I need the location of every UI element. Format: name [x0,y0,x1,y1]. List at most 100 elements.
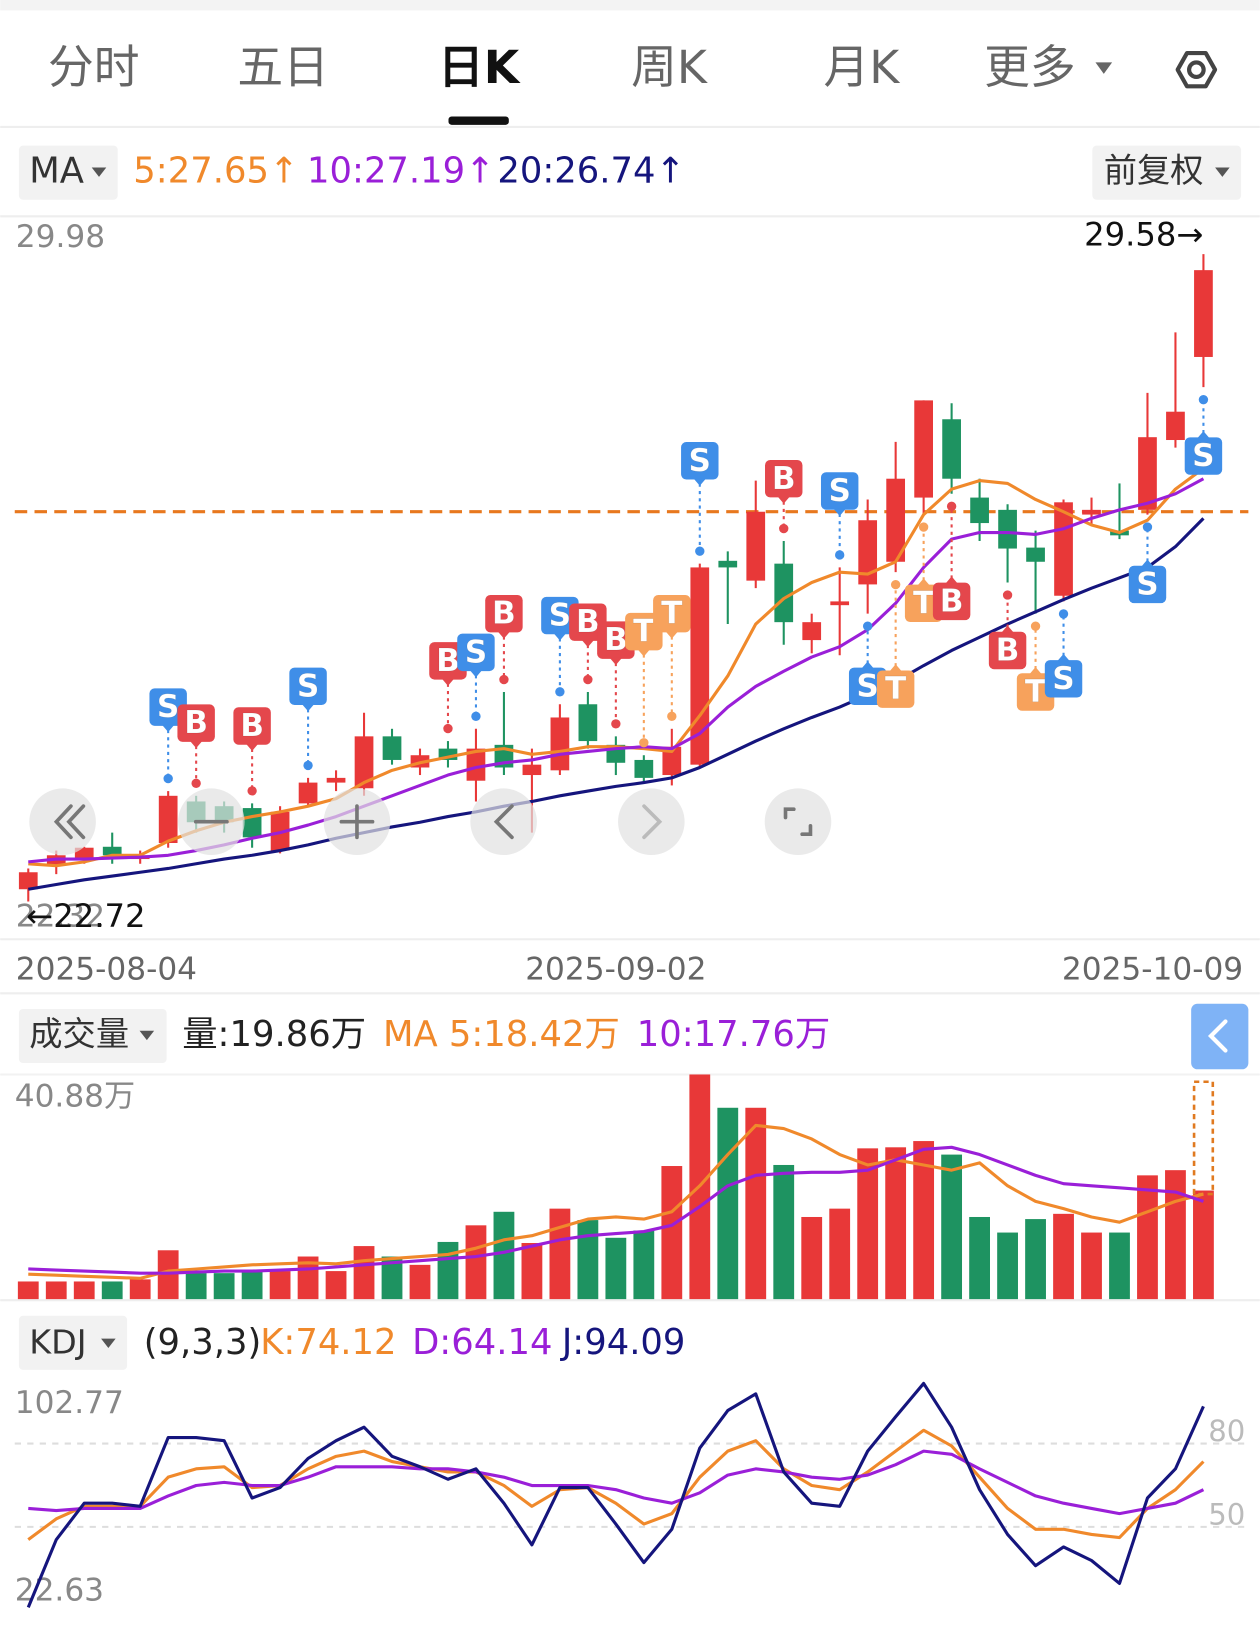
signal-marker: S [289,667,327,712]
y-tick-label: 50 [1208,1497,1245,1531]
tab[interactable]: 更多 [984,41,1076,94]
signal-marker: T [904,578,943,623]
tab-underline [448,116,509,125]
signal-label: S [465,634,487,670]
volume-bar [269,1271,291,1301]
settings-button[interactable] [1175,50,1218,89]
indicator-box [18,145,118,200]
indicator-label: KDJ [29,1322,86,1361]
legend-entry: J:94.09 [560,1322,686,1363]
candle-body [662,746,682,776]
volume-bar [1081,1232,1102,1301]
signal-badge [681,442,719,480]
signal-label: S [856,668,878,704]
candle-body [858,520,878,585]
tab[interactable]: 五日 [237,41,329,94]
signal-label: B [492,596,516,632]
candle-body [1026,547,1045,562]
signal-marker: B [177,704,215,749]
volume-bar [633,1230,655,1301]
tab[interactable]: 月K [824,41,901,94]
signal-pointer [161,724,175,733]
candle-body [830,601,850,606]
signal-label: B [604,622,628,658]
signal-marker: S [1128,559,1167,604]
nav-circle [29,788,96,856]
signal-label: S [549,598,571,634]
indicator-selector[interactable]: MA [18,145,118,200]
volume-bar [1193,1190,1214,1301]
volume-bar [521,1242,543,1301]
signal-pointer [553,633,567,641]
signal-marker: T [876,664,915,708]
signal-dot [163,773,173,784]
nav-icon [493,804,514,840]
signal-marker: S [681,442,719,486]
selection-highlight [1192,1080,1215,1196]
signal-label: S [1052,661,1074,697]
line [28,1449,1205,1516]
volume-bar [1109,1232,1130,1301]
chart-nav-button[interactable] [323,788,391,856]
tab[interactable]: 周K [631,41,708,94]
signal-marker: B [485,594,523,639]
adjust-selector[interactable]: 前复权 [1092,145,1242,200]
chart-nav-button[interactable] [470,788,537,856]
volume-bar [829,1208,851,1301]
volume-bar [801,1216,823,1301]
chart-nav-button[interactable] [178,788,245,856]
signal-pointer [301,704,315,712]
settings-icon-dot [1187,60,1206,80]
indicator-label: 成交量 [29,1014,129,1053]
nav-circle [470,788,537,856]
signal-badge [653,594,691,633]
candle-body [550,717,570,771]
tab[interactable]: 日K [438,41,521,94]
tab[interactable]: 分时 [48,41,140,94]
signal-dot [1002,590,1013,600]
signal-marker: B [429,642,467,686]
chart-nav-button[interactable] [618,788,685,856]
signal-pointer [917,578,930,586]
signal-pointer [1197,431,1210,439]
kdj-selector[interactable]: KDJ [18,1315,128,1370]
chart-nav-button[interactable] [29,788,96,856]
candle-body [466,748,486,781]
collapse-button[interactable] [1191,1003,1249,1070]
legend-entry: MA 5:18.42万 [383,1014,620,1055]
legend-entry: 20:26.74↑ [497,151,685,192]
volume-selector[interactable]: 成交量 [18,1008,167,1064]
candle-body [774,563,794,623]
signal-dot [918,522,929,532]
nav-icon [339,804,375,840]
signal-pointer [777,496,790,504]
signal-badge [1044,660,1083,698]
chart-nav-button[interactable] [764,788,832,856]
collapse-box [1191,1003,1249,1070]
signal-dot [555,687,565,697]
candle-body [1082,509,1101,515]
y-tick-label: 29.98 [16,219,105,255]
kdj-params: (9,3,3) [144,1322,262,1363]
signal-label: T [885,671,907,707]
nav-icon [642,804,663,840]
volume-bar [45,1281,67,1301]
candle-body [1166,411,1185,441]
candle-body [746,511,766,581]
signal-marker: B [932,576,971,621]
signal-label: T [633,614,655,650]
signal-dot [303,760,313,771]
signal-dot [611,719,621,729]
signal-pointer [609,657,623,666]
dropdown-caret [139,1030,155,1041]
signal-pointer [245,743,259,751]
dropdown-caret [1095,62,1113,74]
volume-bar [381,1256,403,1301]
nav-circle [618,788,685,856]
signal-pointer [441,678,455,686]
signal-marker: B [765,459,803,504]
y-tick-label: 22.32 [16,898,105,934]
volume-bar [969,1216,990,1301]
volume-bar [325,1271,347,1301]
